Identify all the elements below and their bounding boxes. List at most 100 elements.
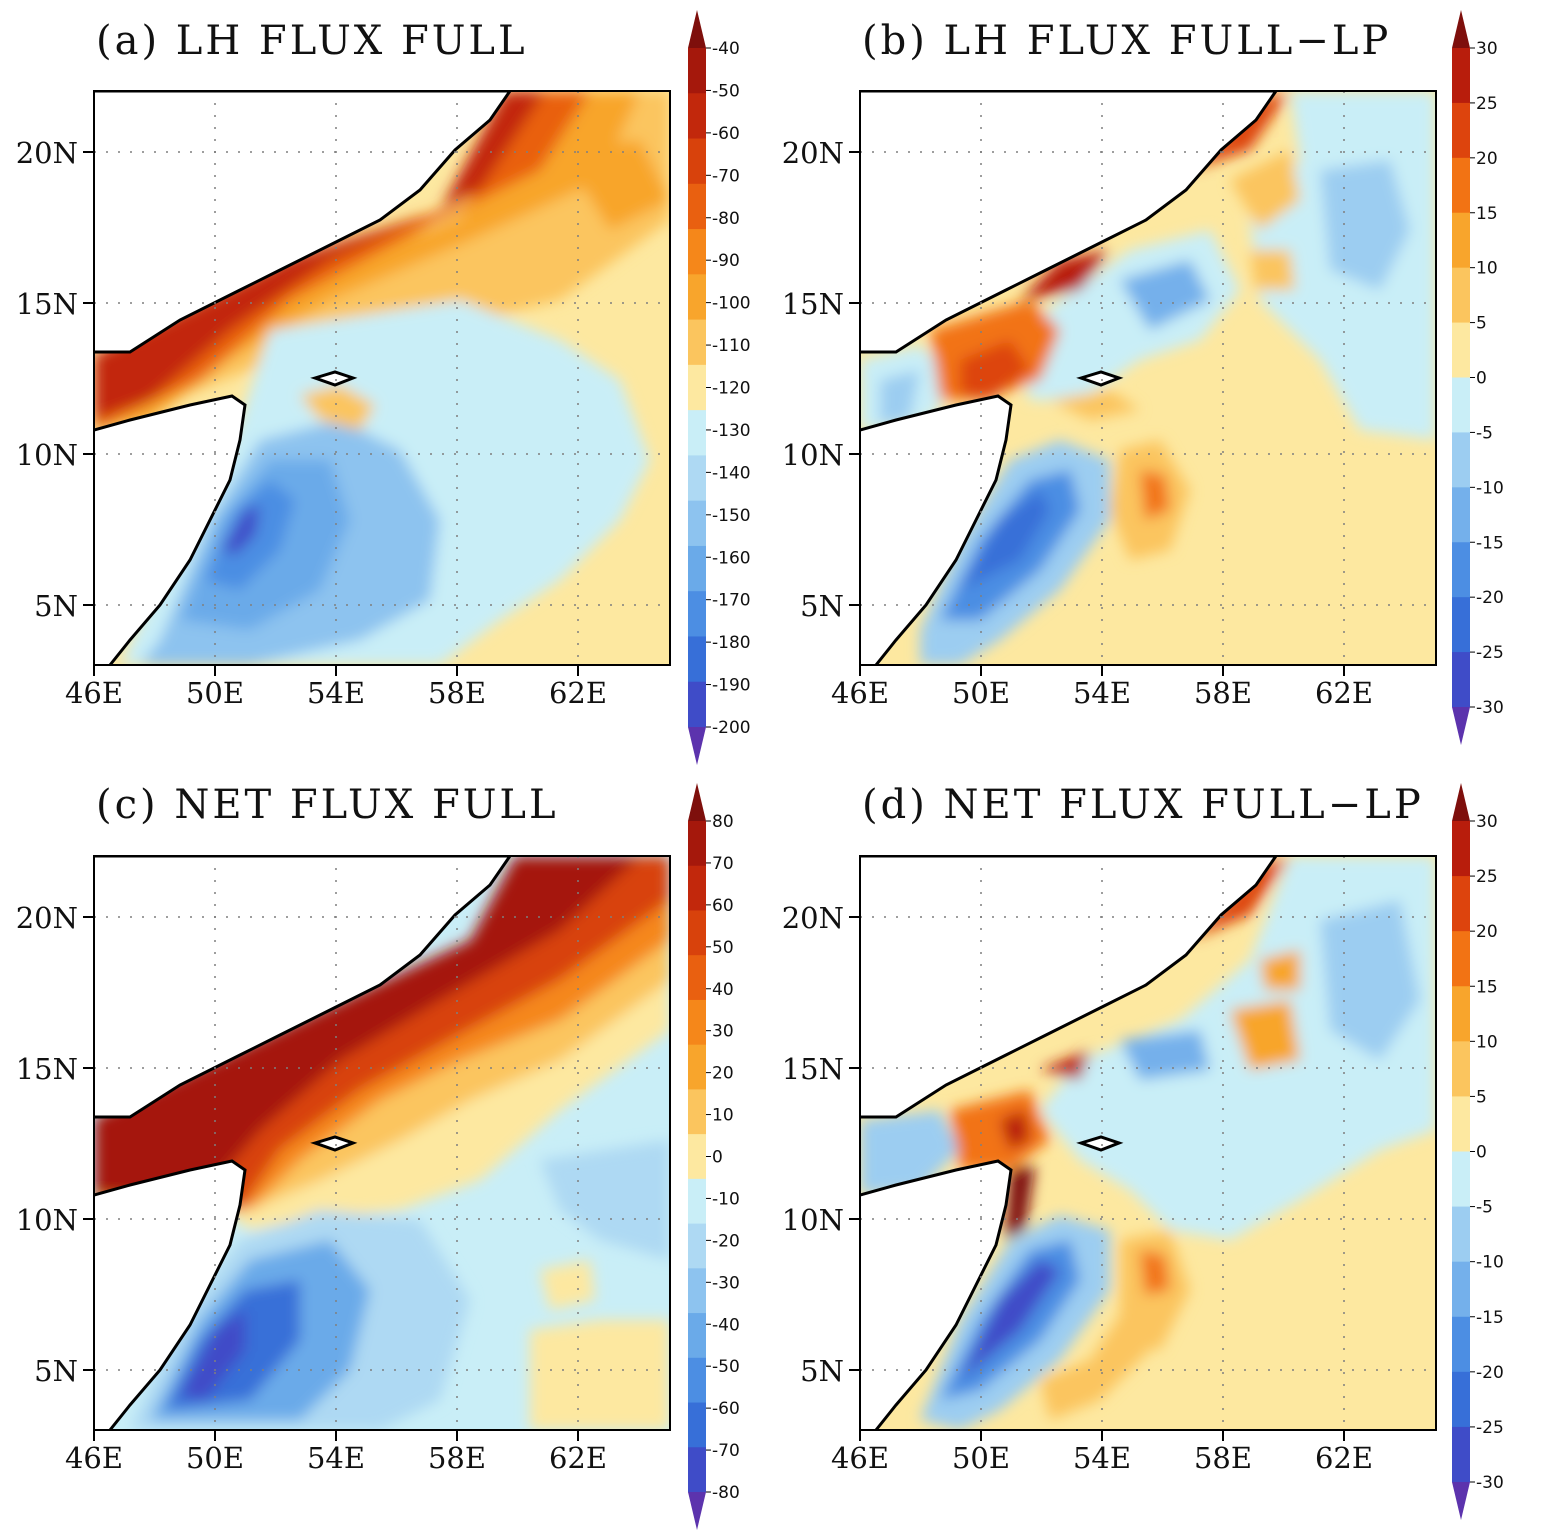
colorbar-swatch (688, 1402, 706, 1448)
colorbar-tick-label: 80 (712, 812, 734, 832)
panel-a-frame (93, 90, 671, 666)
panel-d-colorbar: 30 25 20 15 10 5 0 -5 -10 -15 -20 -25 -30 (1452, 783, 1504, 1520)
colorbar-swatch (688, 545, 706, 592)
colorbar-tick-label: -200 (712, 718, 751, 738)
lat-label-5n: 5N (34, 589, 78, 623)
colorbar-top-arrow (688, 783, 706, 821)
lon-label-54e: 54E (1073, 1441, 1131, 1475)
lon-label-58e: 58E (428, 676, 486, 710)
colorbar-tick-label: -80 (712, 1483, 740, 1503)
panel-b: (b) LH FLUX FULL−LP (782, 10, 1504, 745)
colorbar-tick-label: -40 (712, 1315, 740, 1335)
colorbar-swatch (688, 1178, 706, 1225)
colorbar-swatch (1452, 102, 1470, 159)
lon-label-50e: 50E (952, 1441, 1010, 1475)
colorbar-tick-label: -50 (712, 1357, 740, 1377)
colorbar-swatch (1452, 157, 1470, 214)
lat-label-15n: 15N (16, 287, 78, 321)
colorbar-swatch (1452, 1371, 1470, 1428)
colorbar-tick-label: 30 (1476, 39, 1498, 59)
colorbar-swatch (1452, 1151, 1470, 1208)
colorbar-swatch (1452, 597, 1470, 653)
colorbar-tick-label: -110 (712, 336, 751, 356)
colorbar-tick-label: 20 (712, 1064, 734, 1084)
colorbar-swatch (688, 500, 706, 547)
colorbar-swatch (1452, 986, 1470, 1042)
lat-label-10n: 10N (16, 1203, 78, 1237)
colorbar-tick-label: -120 (712, 379, 751, 399)
colorbar-swatch (688, 999, 706, 1046)
lon-label-50e: 50E (952, 676, 1010, 710)
colorbar-swatch (688, 1223, 706, 1269)
colorbar-bottom-arrow (1452, 707, 1470, 745)
colorbar-swatch (1452, 542, 1470, 598)
colorbar-tick-label: 25 (1476, 94, 1498, 114)
lat-label-20n: 20N (782, 136, 844, 170)
colorbar-tick-label: -20 (712, 1231, 740, 1251)
colorbar-tick-label: -60 (712, 124, 740, 144)
colorbar-swatch (688, 1313, 706, 1359)
colorbar-swatch (688, 48, 706, 94)
panel-c-frame (93, 855, 671, 1431)
colorbar-top-arrow (1452, 10, 1470, 48)
panel-d-title: (d) NET FLUX FULL−LP (862, 782, 1424, 828)
colorbar-swatch (688, 1134, 706, 1180)
colorbar-bottom-arrow (688, 1492, 706, 1530)
colorbar-swatch (1452, 212, 1470, 269)
colorbar-tick-label: 60 (712, 896, 734, 916)
colorbar-tick-label: -70 (712, 166, 740, 186)
colorbar-tick-label: -20 (1476, 1363, 1504, 1383)
colorbar-tick-label: 0 (712, 1148, 723, 1168)
colorbar-tick-label: 20 (1476, 922, 1498, 942)
colorbar-swatch (688, 410, 706, 456)
colorbar-swatch (688, 183, 706, 230)
colorbar-bottom-arrow (1452, 1482, 1470, 1520)
colorbar-swatch (1452, 1096, 1470, 1152)
colorbar-tick-label: 5 (1476, 314, 1487, 334)
colorbar-swatch (1452, 487, 1470, 543)
colorbar-tick-label: -5 (1476, 1198, 1493, 1218)
colorbar-swatch (688, 274, 706, 321)
colorbar-swatch (688, 138, 706, 185)
panel-b-title: (b) LH FLUX FULL−LP (862, 18, 1391, 64)
panel-c-colorbar: 80 70 60 50 40 30 20 10 0 -10 -20 -30 -40 -50 -60 -70 -8… (688, 783, 740, 1530)
colorbar-tick-label: 25 (1476, 867, 1498, 887)
colorbar-tick-label: 15 (1476, 204, 1498, 224)
colorbar-swatch (1452, 1261, 1470, 1318)
lat-label-15n: 15N (782, 1052, 844, 1086)
colorbar-tick-label: 50 (712, 938, 734, 958)
panel-c-field (94, 856, 670, 1430)
colorbar-swatch (1452, 931, 1470, 987)
colorbar-top-arrow (688, 10, 706, 48)
colorbar-tick-label: -80 (712, 209, 740, 229)
colorbar-tick-label: -190 (712, 676, 751, 696)
colorbar-tick-label: -30 (712, 1273, 740, 1293)
colorbar-swatch (1452, 1426, 1470, 1483)
colorbar-swatch (688, 1089, 706, 1135)
colorbar-tick-label: 10 (1476, 1032, 1498, 1052)
lat-label-20n: 20N (782, 901, 844, 935)
colorbar-swatch (688, 364, 706, 411)
colorbar-swatch (688, 1357, 706, 1404)
colorbar-tick-label: -180 (712, 633, 751, 653)
colorbar-tick-label: -140 (712, 463, 751, 483)
panel-a-colorbar: -40 -50 -60 -70 -80 -90 -100 -110 -120 -130 -140 -1… (688, 10, 751, 765)
colorbar-swatch (1452, 322, 1470, 378)
lat-label-20n: 20N (16, 136, 78, 170)
colorbar-tick-label: -130 (712, 421, 751, 441)
colorbar-tick-label: 0 (1476, 369, 1487, 389)
colorbar-tick-label: 40 (712, 980, 734, 1000)
colorbar-swatch (1452, 876, 1470, 932)
colorbar-swatch (688, 910, 706, 956)
colorbar-swatch (688, 591, 706, 637)
colorbar-swatch (688, 319, 706, 366)
lat-label-5n: 5N (800, 589, 844, 623)
lon-label-54e: 54E (307, 1441, 365, 1475)
panel-b-frame (859, 90, 1437, 666)
colorbar-tick-label: 15 (1476, 977, 1498, 997)
panel-b-colorbar: 30 25 20 15 10 5 0 -5 -10 -15 -20 -25 -30 (1452, 10, 1504, 745)
colorbar-tick-label: -20 (1476, 588, 1504, 608)
lat-label-20n: 20N (16, 901, 78, 935)
colorbar-swatch (1452, 48, 1470, 104)
